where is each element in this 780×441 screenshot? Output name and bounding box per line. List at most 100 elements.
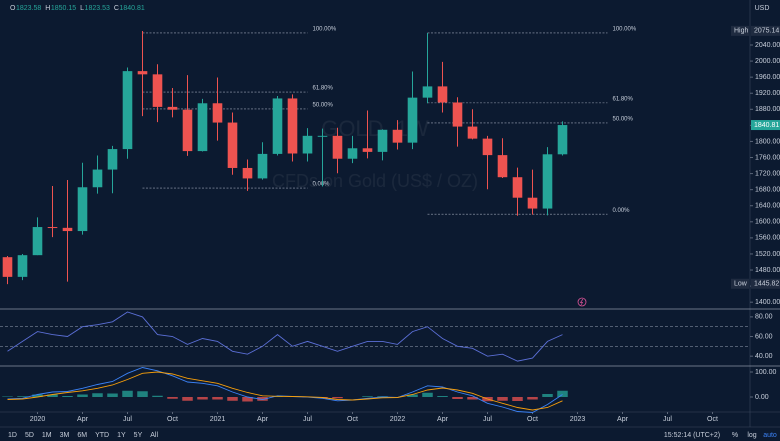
histogram-bar bbox=[497, 397, 508, 401]
fib-label: 100.00% bbox=[613, 27, 637, 33]
event-icon-bolt bbox=[579, 298, 584, 306]
fib-label: 0.00% bbox=[613, 208, 631, 214]
scale-option[interactable]: % bbox=[732, 432, 738, 439]
candle-body bbox=[107, 149, 118, 170]
x-tick-label: Jul bbox=[123, 416, 132, 423]
ohlc-key: C bbox=[114, 5, 119, 12]
x-tick-label: 2023 bbox=[570, 416, 586, 423]
x-tick-label: 2020 bbox=[30, 416, 46, 423]
fib-label: 61.80% bbox=[313, 86, 334, 92]
price-badge bbox=[731, 278, 749, 289]
x-tick-label: Apr bbox=[617, 416, 629, 423]
x-tick-label: Apr bbox=[437, 416, 449, 423]
event-icon[interactable] bbox=[577, 297, 587, 307]
indicator-line bbox=[7, 311, 563, 362]
histogram-bar bbox=[32, 394, 43, 397]
indicator-line bbox=[7, 371, 563, 411]
candle-body bbox=[167, 106, 178, 110]
candle-body bbox=[377, 129, 388, 152]
candle-body bbox=[557, 125, 568, 155]
price-badge-name: Low bbox=[734, 281, 748, 288]
histogram-bar bbox=[272, 396, 283, 397]
candle-body bbox=[152, 74, 163, 107]
candle-body bbox=[47, 227, 58, 229]
candle-body bbox=[212, 103, 223, 123]
y-tick-label: 2040.00 bbox=[755, 42, 780, 49]
range-button[interactable]: 6M bbox=[77, 432, 87, 439]
price-badge bbox=[751, 25, 780, 36]
candle-body bbox=[17, 255, 28, 277]
currency: USD bbox=[755, 5, 770, 12]
x-tick-label: Oct bbox=[347, 416, 358, 423]
range-button[interactable]: 3M bbox=[60, 432, 70, 439]
histogram-bar bbox=[152, 395, 163, 397]
range-button[interactable]: 1Y bbox=[117, 432, 126, 439]
range-button[interactable]: 1M bbox=[42, 432, 52, 439]
candle-body bbox=[302, 135, 313, 154]
x-tick-label: Apr bbox=[257, 416, 269, 423]
histogram-bar bbox=[257, 397, 268, 401]
candle-body bbox=[137, 71, 148, 75]
histogram-bar bbox=[422, 392, 433, 397]
candle-body bbox=[422, 86, 433, 98]
scale-option[interactable]: log bbox=[747, 432, 756, 439]
fib-label: 100.00% bbox=[313, 27, 337, 33]
candle-body bbox=[347, 148, 358, 159]
histogram-bar bbox=[452, 397, 463, 399]
watermark-subtitle: CFDs on Gold (US$ / OZ) bbox=[272, 171, 478, 191]
candle-body bbox=[62, 227, 73, 232]
histogram-bar bbox=[2, 396, 13, 397]
histogram-bar bbox=[92, 393, 103, 397]
y-tick-label: 2000.00 bbox=[755, 58, 780, 65]
y-tick-label: 1720.00 bbox=[755, 170, 780, 177]
y-tick-label: 60.00 bbox=[755, 333, 773, 340]
candle-body bbox=[452, 102, 463, 127]
range-button[interactable]: 1D bbox=[8, 432, 17, 439]
y-tick-label: 1520.00 bbox=[755, 251, 780, 258]
histogram-bar bbox=[437, 396, 448, 397]
range-button[interactable]: 5Y bbox=[134, 432, 143, 439]
range-button[interactable]: All bbox=[150, 432, 158, 439]
x-tick-label: 2022 bbox=[390, 416, 406, 423]
range-button[interactable]: 5D bbox=[25, 432, 34, 439]
ohlc-key: O bbox=[10, 5, 16, 12]
y-tick-label: 1600.00 bbox=[755, 219, 780, 226]
histogram-bar bbox=[212, 397, 223, 400]
price-badge-value: 2075.14 bbox=[754, 28, 779, 35]
histogram-bar bbox=[362, 396, 373, 397]
candle-body bbox=[482, 138, 493, 156]
candle-body bbox=[467, 126, 478, 139]
candle-body bbox=[197, 103, 208, 152]
histogram-bar bbox=[167, 397, 178, 399]
histogram-bar bbox=[17, 396, 28, 397]
histogram-bar bbox=[62, 396, 73, 397]
candle-body bbox=[317, 135, 328, 137]
candle-body bbox=[512, 177, 523, 198]
x-tick-label: Apr bbox=[77, 416, 89, 423]
histogram-bar bbox=[242, 397, 253, 402]
y-tick-label: 1680.00 bbox=[755, 187, 780, 194]
price-badge-value: 1445.82 bbox=[754, 281, 779, 288]
x-tick-label: Jul bbox=[663, 416, 672, 423]
y-tick-label: 1480.00 bbox=[755, 267, 780, 274]
ohlc-value: 1850.15 bbox=[51, 5, 76, 12]
histogram-bar bbox=[467, 397, 478, 400]
x-tick-label: Oct bbox=[167, 416, 178, 423]
candle-body bbox=[392, 129, 403, 143]
candle-body bbox=[437, 86, 448, 103]
x-tick-label: Jul bbox=[483, 416, 492, 423]
x-tick-label: Jul bbox=[303, 416, 312, 423]
candle-body bbox=[332, 135, 343, 159]
ohlc-key: H bbox=[45, 5, 50, 12]
y-tick-label: 1960.00 bbox=[755, 74, 780, 81]
candle-body bbox=[527, 197, 538, 209]
candle-body bbox=[122, 71, 133, 150]
candle-body bbox=[182, 109, 193, 152]
y-tick-label: 1400.00 bbox=[755, 299, 780, 306]
ohlc-key: L bbox=[80, 5, 84, 12]
scale-option[interactable]: auto bbox=[763, 432, 777, 439]
range-button[interactable]: YTD bbox=[95, 432, 109, 439]
price-badge bbox=[731, 25, 749, 36]
